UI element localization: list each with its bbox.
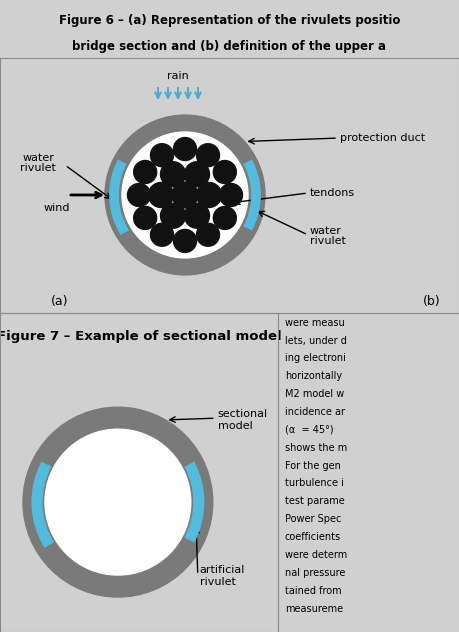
Circle shape [149, 183, 174, 207]
Text: water: water [310, 226, 342, 236]
Text: water: water [22, 153, 54, 163]
Text: horizontally: horizontally [285, 371, 342, 381]
Circle shape [172, 182, 198, 208]
Text: turbulence i: turbulence i [285, 478, 344, 489]
Text: lets, under d: lets, under d [285, 336, 347, 346]
Text: artificial: artificial [200, 565, 245, 575]
Text: rivulet: rivulet [310, 236, 346, 246]
Text: Figure 6 – (a) Representation of the rivulets positio: Figure 6 – (a) Representation of the riv… [59, 14, 400, 27]
Text: shows the m: shows the m [285, 443, 347, 453]
Circle shape [161, 204, 185, 228]
Text: (a): (a) [51, 295, 69, 308]
Text: measureme: measureme [285, 604, 343, 614]
Circle shape [23, 407, 213, 597]
Text: rain: rain [167, 71, 189, 81]
Text: (b): (b) [422, 295, 440, 308]
Text: Power Spec: Power Spec [285, 514, 341, 524]
Text: model: model [218, 421, 252, 431]
Text: rivulet: rivulet [20, 163, 56, 173]
Circle shape [174, 138, 196, 161]
Circle shape [185, 204, 209, 228]
Text: rivulet: rivulet [200, 577, 235, 587]
Text: For the gen: For the gen [285, 461, 341, 471]
Circle shape [122, 132, 248, 258]
Text: nal pressure: nal pressure [285, 568, 345, 578]
Text: incidence ar: incidence ar [285, 407, 345, 417]
Circle shape [196, 143, 219, 167]
Circle shape [161, 162, 185, 186]
Circle shape [213, 161, 236, 183]
Circle shape [174, 229, 196, 252]
Circle shape [196, 223, 219, 246]
Text: tained from: tained from [285, 586, 341, 596]
Text: M2 model w: M2 model w [285, 389, 344, 399]
Circle shape [134, 207, 157, 229]
Text: protection duct: protection duct [340, 133, 425, 143]
Circle shape [219, 183, 242, 207]
Text: bridge section and (b) definition of the upper a: bridge section and (b) definition of the… [73, 40, 386, 53]
Circle shape [151, 223, 174, 246]
Circle shape [45, 429, 191, 575]
Text: Figure 7 – Example of sectional model: Figure 7 – Example of sectional model [0, 330, 281, 343]
Text: sectional: sectional [218, 409, 268, 419]
Circle shape [213, 207, 236, 229]
Text: tendons: tendons [310, 188, 355, 198]
Text: were determ: were determ [285, 550, 347, 560]
Text: test parame: test parame [285, 496, 345, 506]
Text: ing electroni: ing electroni [285, 353, 346, 363]
Text: wind: wind [44, 203, 70, 213]
Circle shape [196, 183, 222, 207]
Text: (α  = 45°): (α = 45°) [285, 425, 334, 435]
Circle shape [134, 161, 157, 183]
Circle shape [151, 143, 174, 167]
Circle shape [105, 115, 265, 275]
Text: coefficients: coefficients [285, 532, 341, 542]
Text: were measu: were measu [285, 318, 345, 327]
Circle shape [128, 183, 151, 207]
Circle shape [185, 162, 209, 186]
